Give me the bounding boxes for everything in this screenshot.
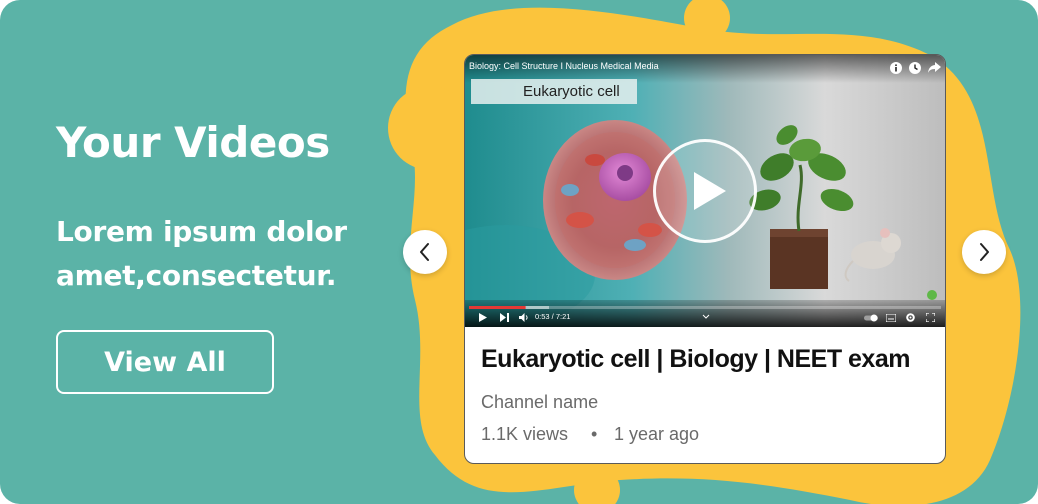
play-icon [694,172,726,210]
player-controls [465,300,945,327]
fullscreen-icon[interactable] [926,313,935,322]
chevron-left-icon [420,243,429,261]
carousel-prev-button[interactable] [403,230,447,274]
hero-subtitle: Lorem ipsum dolor amet,consectetur. [56,215,347,292]
view-all-button[interactable]: View All [56,330,274,394]
play-button[interactable] [653,139,757,243]
channel-name[interactable]: Channel name [481,392,599,412]
caption-background [471,79,637,104]
autoplay-toggle-icon[interactable] [864,314,878,322]
video-player[interactable]: Biology: Cell Structure I Nucleus Medica… [465,55,945,327]
subtitles-icon[interactable] [886,314,896,322]
play-control-icon[interactable] [479,313,487,322]
page-title: Your Videos [56,118,330,167]
meta-separator: • [591,424,598,444]
upload-age: 1 year ago [614,424,700,444]
volume-icon[interactable] [519,313,529,322]
info-icon[interactable] [890,62,902,74]
player-top-bar [465,55,945,83]
chevron-right-icon [980,243,989,261]
settings-icon[interactable] [906,313,915,322]
next-icon[interactable] [500,313,509,322]
video-thumbnail [465,55,945,327]
watch-later-icon[interactable] [909,62,921,74]
time-display: 0:53 / 7:21 [535,312,571,321]
player-video-title[interactable]: Biology: Cell Structure I Nucleus Medica… [469,61,659,71]
progress-bar[interactable] [469,306,941,309]
carousel-next-button[interactable] [962,230,1006,274]
share-icon[interactable] [928,62,941,73]
video-title[interactable]: Eukaryotic cell | Biology | NEET exam [481,345,910,373]
video-caption: Eukaryotic cell [523,83,620,100]
video-card[interactable]: Biology: Cell Structure I Nucleus Medica… [464,54,946,464]
progress-fill [469,306,526,309]
view-count: 1.1K views [481,424,569,444]
chevron-down-icon[interactable] [702,314,710,319]
